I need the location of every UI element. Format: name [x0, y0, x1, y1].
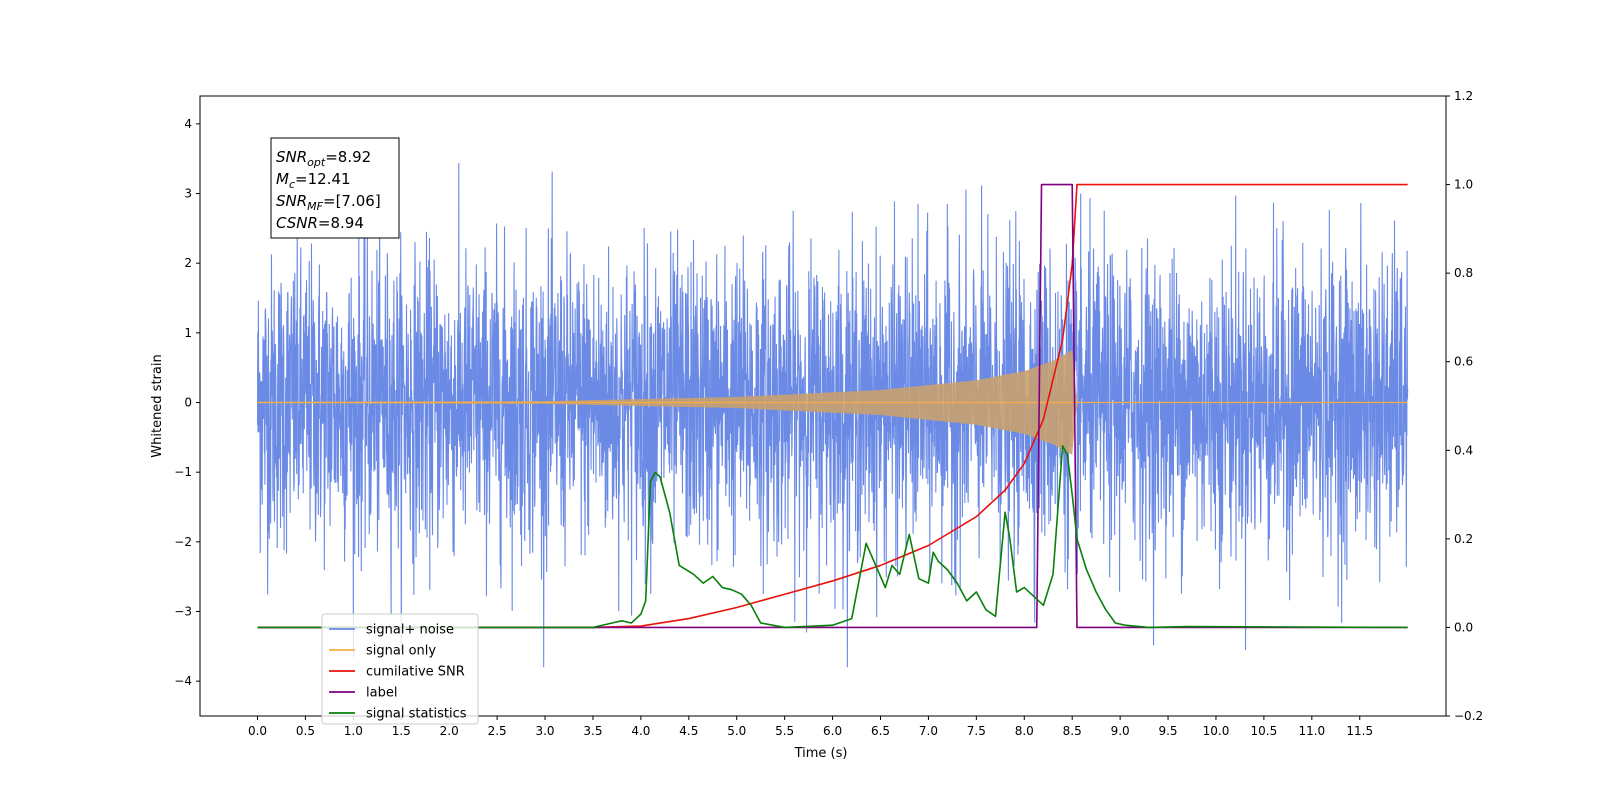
y-tick-label: 3 [184, 187, 192, 201]
x-tick-label: 10.5 [1251, 724, 1278, 738]
x-tick-label: 1.0 [344, 724, 363, 738]
y2-tick-label: 0.4 [1454, 443, 1473, 457]
series-label [257, 183, 1408, 629]
x-tick-label: 11.0 [1298, 724, 1325, 738]
x-tick-label: 1.5 [392, 724, 411, 738]
legend-entry: signal only [366, 644, 436, 659]
y2-tick-label: 0.0 [1454, 620, 1473, 634]
x-tick-label: 10.0 [1203, 724, 1230, 738]
y2-tick-label: 0.8 [1454, 266, 1473, 280]
x-tick-label: 2.5 [488, 724, 507, 738]
y-tick-label: 2 [184, 256, 192, 270]
y-axis-right: 1.2 1.0 0.8 0.6 0.4 0.2 0.0 −0.2 [1446, 89, 1483, 723]
y-tick-label: −4 [174, 674, 192, 688]
legend-entry: signal statistics [366, 707, 467, 722]
y2-tick-label: 1.2 [1454, 89, 1473, 103]
annotation-line: Mc=12.41 [276, 170, 351, 191]
x-tick-label: 8.0 [1015, 724, 1034, 738]
x-tick-label: 2.0 [440, 724, 459, 738]
x-axis-label: Time (s) [794, 746, 848, 761]
x-tick-label: 0.0 [248, 724, 267, 738]
x-tick-label: 9.5 [1158, 724, 1177, 738]
legend: signal+ noise signal only cumilative SNR la… [321, 613, 479, 725]
x-tick-label: 5.0 [727, 724, 746, 738]
x-tick-label: 8.5 [1063, 724, 1082, 738]
y-axis-left: 4 3 2 1 0 −1 −2 −3 −4 [174, 117, 200, 688]
y2-tick-label: 1.0 [1454, 178, 1473, 192]
x-tick-label: 7.5 [967, 724, 986, 738]
y-tick-label: −1 [174, 465, 192, 479]
x-tick-label: 4.0 [631, 724, 650, 738]
legend-frame [321, 613, 479, 725]
y-tick-label: −2 [174, 535, 192, 549]
x-tick-label: 0.5 [296, 724, 315, 738]
x-tick-label: 6.0 [823, 724, 842, 738]
y2-tick-label: 0.6 [1454, 355, 1473, 369]
y-tick-label: 4 [184, 117, 192, 131]
annotation-line: SNRMF=[7.06] [276, 192, 381, 213]
x-tick-label: 3.5 [583, 724, 602, 738]
plot-layer [256, 162, 1409, 668]
x-tick-label: 11.5 [1346, 724, 1373, 738]
annotation-line: SNRopt=8.92 [276, 148, 371, 169]
y-tick-label: 0 [184, 396, 192, 410]
legend-entry: signal+ noise [366, 623, 454, 638]
x-tick-label: 4.5 [679, 724, 698, 738]
plot-frame [199, 95, 1447, 717]
legend-entry: cumilative SNR [366, 665, 465, 680]
series-cumulative-snr [257, 183, 1408, 629]
x-tick-label: 6.5 [871, 724, 890, 738]
annotation-line: CSNR=8.94 [276, 214, 364, 232]
annotation-frame [270, 137, 400, 239]
x-tick-label: 9.0 [1111, 724, 1130, 738]
series-signal-noise [256, 162, 1409, 668]
y2-tick-label: −0.2 [1454, 709, 1483, 723]
x-tick-label: 5.5 [775, 724, 794, 738]
x-tick-label: 7.0 [919, 724, 938, 738]
y-tick-label: 1 [184, 326, 192, 340]
legend-entry: label [366, 686, 397, 701]
x-axis: 0.0 0.5 1.0 1.5 2.0 2.5 3.0 3.5 4.0 4.5 5.0 5.5 6.0 6… [248, 716, 1373, 738]
series-signal-statistics [257, 445, 1408, 629]
y-tick-label: −3 [174, 605, 192, 619]
x-tick-label: 3.0 [535, 724, 554, 738]
y2-tick-label: 0.2 [1454, 532, 1473, 546]
y-axis-label: Whitened strain [150, 354, 165, 457]
